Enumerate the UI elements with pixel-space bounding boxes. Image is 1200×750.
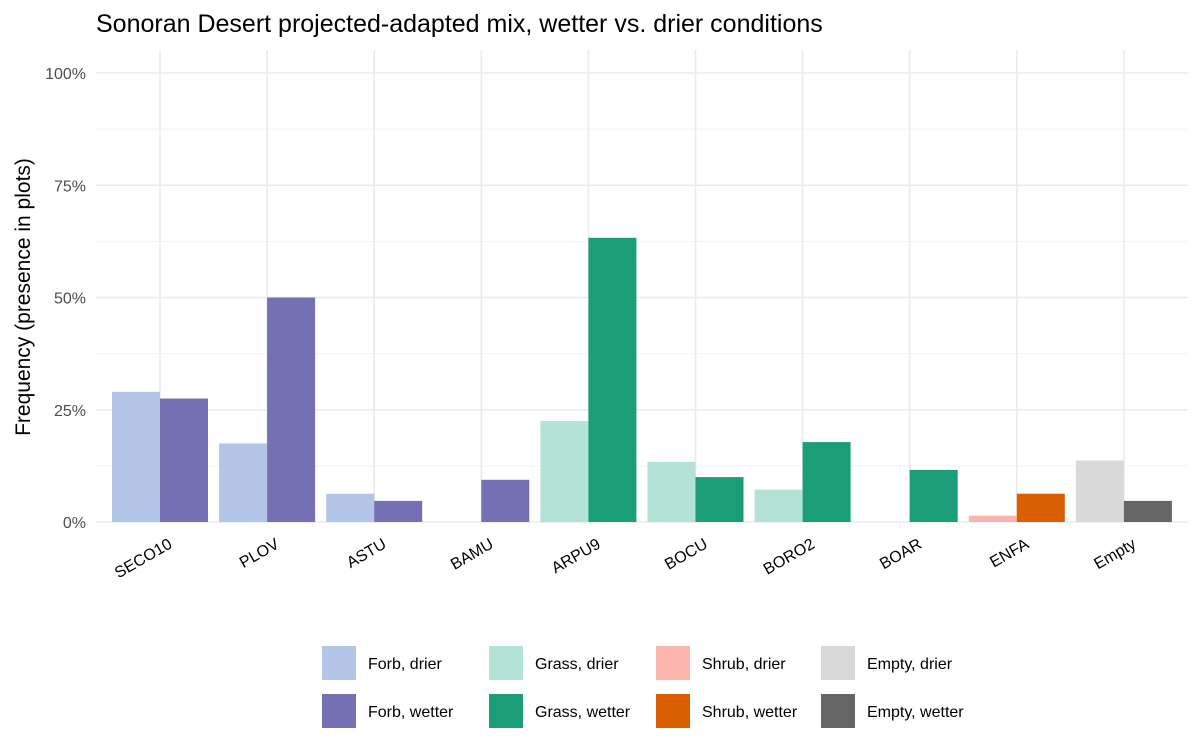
legend-label: Grass, drier [535,656,619,673]
x-tick-label: BOCU [662,536,711,574]
y-tick-label: 75% [54,178,86,195]
bar-astu-wetter [374,500,423,522]
legend-key [656,646,690,680]
x-tick-label: BORO2 [761,536,818,579]
bar-arpu9-wetter [588,237,637,522]
legend-key [322,694,356,728]
x-tick-label: ENFA [987,536,1032,572]
legend-key [489,646,523,680]
legend-label: Shrub, drier [702,656,786,673]
bar-bocu-wetter [695,477,744,522]
chart-title: Sonoran Desert projected-adapted mix, we… [96,10,823,38]
bar-plov-wetter [267,297,316,522]
legend-label: Empty, wetter [867,704,964,721]
bar-enfa-wetter [1016,493,1065,522]
bar-boro2-drier [754,489,803,522]
bar-boar-wetter [909,469,958,522]
y-axis-ticks: 0% 25% 50% 75% 100% [45,66,86,532]
legend-key [656,694,690,728]
x-tick-label: ARPU9 [549,536,604,577]
x-tick-label: BOAR [877,536,925,573]
bar-seco10-wetter [160,398,208,522]
legend-label: Grass, wetter [535,704,631,721]
y-tick-label: 50% [54,291,86,308]
bar-bamu-wetter [481,479,530,522]
bar-bocu-drier [647,461,696,522]
bar-plov-drier [219,443,268,522]
bar-seco10-drier [112,391,160,522]
x-tick-label: BAMU [448,536,497,574]
legend-key [821,694,855,728]
x-tick-label: ASTU [344,536,389,572]
x-tick-label: PLOV [237,536,283,572]
bar-empty-drier [1075,460,1124,522]
bar-boro2-wetter [802,442,851,522]
x-axis-ticks: SECO10 PLOV ASTU BAMU ARPU9 BOCU BORO2 BOAR ENFA… [112,536,1139,582]
legend-label: Forb, drier [368,656,442,673]
y-axis-label: Frequency (presence in plots) [12,158,35,436]
legend-label: Empty, drier [867,656,953,673]
legend-label: Shrub, wetter [702,704,798,721]
y-tick-label: 0% [63,515,86,532]
legend-key [821,646,855,680]
x-tick-label: SECO10 [112,536,175,582]
bar-arpu9-drier [540,420,589,522]
bar-astu-drier [326,493,375,522]
x-tick-label: Empty [1091,536,1139,573]
y-tick-label: 100% [45,66,86,83]
y-tick-label: 25% [54,403,86,420]
bars [112,237,1172,522]
bar-enfa-drier [968,515,1017,522]
bar-empty-wetter [1123,500,1172,522]
legend-key [322,646,356,680]
legend: Forb, drier Grass, drier Shrub, drier Empty… [322,646,964,728]
legend-label: Forb, wetter [368,704,454,721]
legend-key [489,694,523,728]
